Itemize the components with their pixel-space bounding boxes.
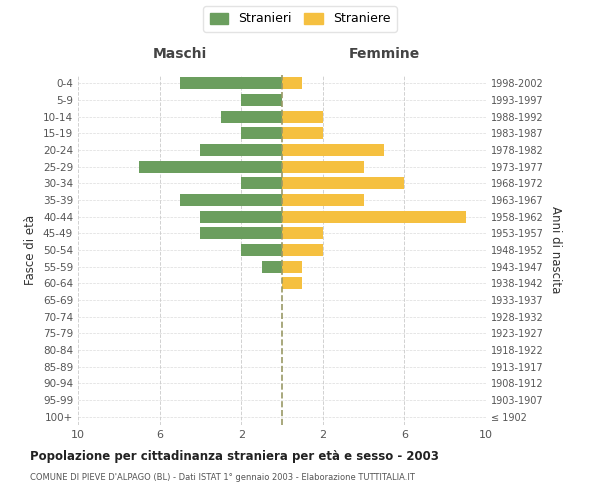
Bar	[241, 94, 282, 106]
Bar	[262, 260, 282, 272]
Bar	[241, 244, 282, 256]
Bar	[282, 178, 404, 190]
Bar	[282, 278, 302, 289]
Legend: Stranieri, Straniere: Stranieri, Straniere	[203, 6, 397, 32]
Bar	[180, 194, 282, 206]
Bar	[282, 128, 323, 140]
Bar	[241, 128, 282, 140]
Text: Femmine: Femmine	[349, 47, 419, 61]
Bar	[282, 144, 384, 156]
Bar	[200, 144, 282, 156]
Bar	[241, 178, 282, 190]
Bar	[180, 78, 282, 90]
Bar	[282, 78, 302, 90]
Bar	[282, 260, 302, 272]
Y-axis label: Fasce di età: Fasce di età	[25, 215, 37, 285]
Bar	[200, 228, 282, 239]
Bar	[282, 228, 323, 239]
Bar	[282, 244, 323, 256]
Bar	[221, 110, 282, 122]
Text: Popolazione per cittadinanza straniera per età e sesso - 2003: Popolazione per cittadinanza straniera p…	[30, 450, 439, 463]
Bar	[282, 210, 466, 222]
Y-axis label: Anni di nascita: Anni di nascita	[549, 206, 562, 294]
Text: Maschi: Maschi	[153, 47, 207, 61]
Bar	[282, 160, 364, 172]
Bar	[139, 160, 282, 172]
Bar	[282, 194, 364, 206]
Text: COMUNE DI PIEVE D'ALPAGO (BL) - Dati ISTAT 1° gennaio 2003 - Elaborazione TUTTIT: COMUNE DI PIEVE D'ALPAGO (BL) - Dati IST…	[30, 472, 415, 482]
Bar	[200, 210, 282, 222]
Bar	[282, 110, 323, 122]
